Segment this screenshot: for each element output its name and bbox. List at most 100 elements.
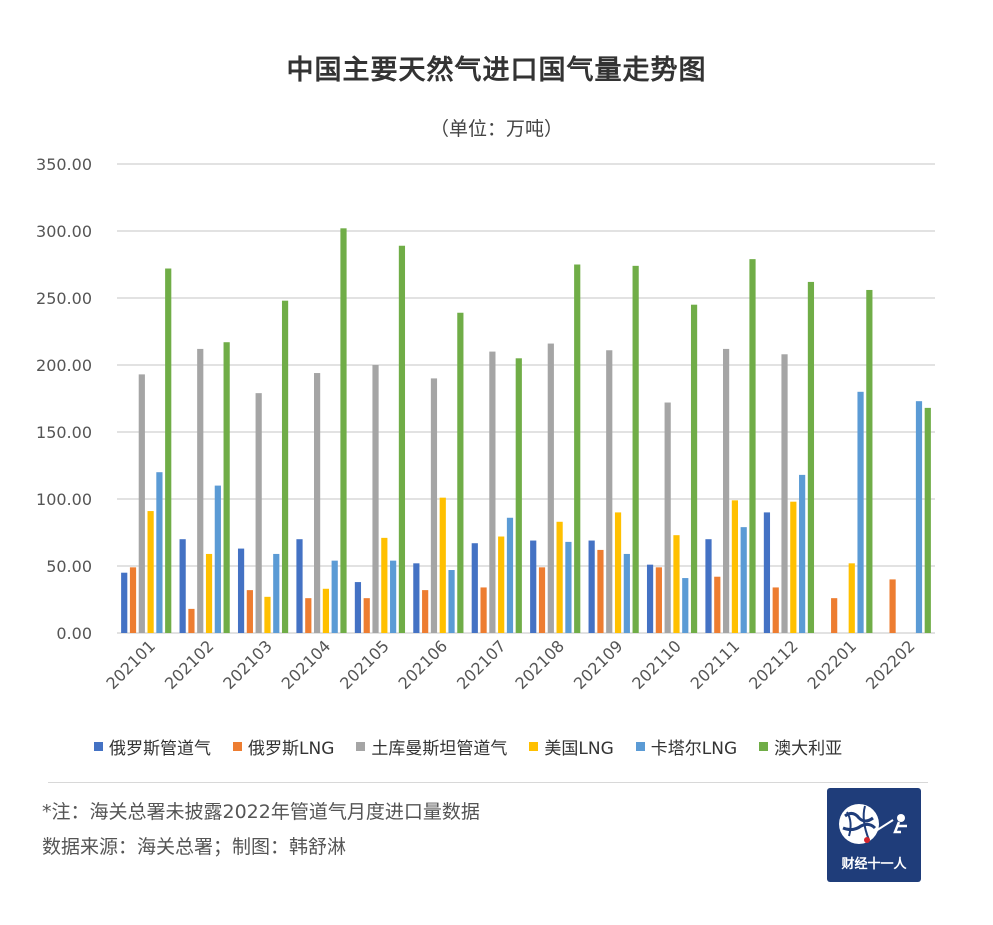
x-tick-label: 202102 bbox=[161, 636, 218, 693]
bar bbox=[772, 587, 779, 633]
bar bbox=[506, 517, 514, 633]
bar bbox=[565, 541, 572, 633]
bar bbox=[322, 588, 329, 633]
bar bbox=[749, 259, 756, 633]
legend-swatch bbox=[759, 741, 769, 751]
bar bbox=[448, 570, 455, 633]
legend-swatch bbox=[356, 741, 366, 751]
bar-chart: 0.00 50.00 100.00 150.00 200.00 250.00 300.00 3… bbox=[36, 155, 935, 693]
bar bbox=[296, 539, 303, 633]
bar bbox=[214, 485, 221, 633]
x-tick-label: 202108 bbox=[511, 636, 568, 693]
x-tick-label: 202112 bbox=[745, 636, 802, 693]
bar bbox=[763, 512, 771, 633]
y-tick-label: 100.00 bbox=[36, 490, 92, 509]
bar bbox=[547, 343, 554, 633]
bar bbox=[413, 563, 420, 633]
chart-title: 中国主要天然气进口国气量走势图 bbox=[286, 55, 707, 86]
legend-item: 俄罗斯管道气 bbox=[94, 734, 211, 759]
bar bbox=[614, 512, 622, 633]
divider bbox=[48, 782, 928, 783]
bar bbox=[340, 228, 347, 633]
bar bbox=[866, 289, 873, 633]
y-tick-label: 50.00 bbox=[46, 557, 92, 576]
x-tick-label: 202111 bbox=[687, 636, 744, 693]
legend-item: 澳大利亚 bbox=[759, 734, 842, 759]
bar bbox=[915, 401, 923, 633]
bar bbox=[390, 560, 397, 633]
x-tick-label: 202103 bbox=[219, 636, 276, 693]
x-tick-label: 202201 bbox=[804, 636, 861, 693]
legend-swatch bbox=[635, 741, 645, 751]
legend-label: 美国LNG bbox=[544, 738, 614, 759]
legend-swatch bbox=[94, 741, 103, 751]
bar bbox=[422, 590, 429, 633]
footnote: *注：海关总署未披露2022年管道气月度进口量数据 bbox=[42, 801, 480, 823]
bar bbox=[457, 312, 464, 633]
bar bbox=[556, 521, 563, 633]
bar bbox=[156, 472, 163, 633]
bar bbox=[188, 608, 195, 633]
y-tick-label: 300.00 bbox=[36, 222, 92, 241]
bar bbox=[664, 402, 671, 633]
bar bbox=[515, 358, 522, 633]
bar bbox=[530, 540, 537, 633]
bar bbox=[632, 265, 639, 633]
y-tick-label: 150.00 bbox=[36, 423, 92, 442]
bar bbox=[430, 378, 438, 633]
bar bbox=[606, 350, 613, 633]
bar bbox=[165, 268, 172, 633]
bar bbox=[197, 348, 204, 633]
x-tick-label: 202109 bbox=[570, 636, 627, 693]
x-tick-label: 202110 bbox=[628, 636, 685, 693]
bar bbox=[264, 596, 271, 633]
y-tick-label: 250.00 bbox=[36, 289, 92, 308]
bar bbox=[574, 264, 581, 633]
bar bbox=[439, 497, 446, 633]
bar bbox=[705, 539, 712, 633]
bar bbox=[273, 553, 280, 633]
y-tick-label: 350.00 bbox=[36, 155, 92, 174]
bar bbox=[857, 391, 864, 633]
bar bbox=[331, 560, 338, 633]
bar bbox=[223, 342, 230, 633]
bar bbox=[714, 576, 721, 633]
bar bbox=[781, 354, 788, 633]
y-tick-label: 200.00 bbox=[36, 356, 92, 375]
bar bbox=[480, 587, 487, 633]
bar bbox=[597, 549, 604, 633]
bar bbox=[723, 348, 730, 633]
logo-text: 财经十一人 bbox=[841, 857, 907, 872]
bar bbox=[731, 500, 738, 633]
bar bbox=[831, 598, 838, 633]
bar bbox=[848, 563, 855, 633]
bar bbox=[623, 553, 630, 633]
legend-swatch bbox=[233, 741, 242, 751]
bar bbox=[305, 598, 312, 633]
x-tick-label: 202105 bbox=[336, 636, 393, 693]
bar bbox=[690, 304, 698, 633]
bar bbox=[646, 564, 654, 633]
x-tick-label: 202104 bbox=[278, 636, 335, 693]
chart-subtitle: （单位：万吨） bbox=[429, 118, 563, 140]
bar bbox=[489, 351, 496, 633]
bar bbox=[538, 567, 546, 633]
legend-item: 美国LNG bbox=[529, 734, 614, 759]
x-tick-label: 202107 bbox=[453, 636, 510, 693]
bar bbox=[138, 374, 145, 633]
brand-logo: 财经十一人 bbox=[827, 788, 921, 882]
bar bbox=[588, 540, 595, 633]
legend-label: 土库曼斯坦管道气 bbox=[371, 738, 508, 759]
bar bbox=[655, 567, 662, 633]
legend-swatch bbox=[529, 741, 539, 751]
bar bbox=[354, 582, 362, 633]
bar bbox=[498, 536, 505, 633]
bar bbox=[205, 553, 213, 633]
legend-item: 俄罗斯LNG bbox=[233, 734, 334, 759]
legend-label: 俄罗斯管道气 bbox=[109, 738, 211, 759]
x-tick-label: 202101 bbox=[102, 636, 159, 693]
bar bbox=[147, 511, 154, 633]
chart-legend: 俄罗斯管道气 俄罗斯LNG 土库曼斯坦管道气 美国LNG 卡塔尔LNG 澳大利亚 bbox=[94, 734, 864, 759]
bar bbox=[381, 537, 388, 633]
bar bbox=[121, 572, 128, 633]
